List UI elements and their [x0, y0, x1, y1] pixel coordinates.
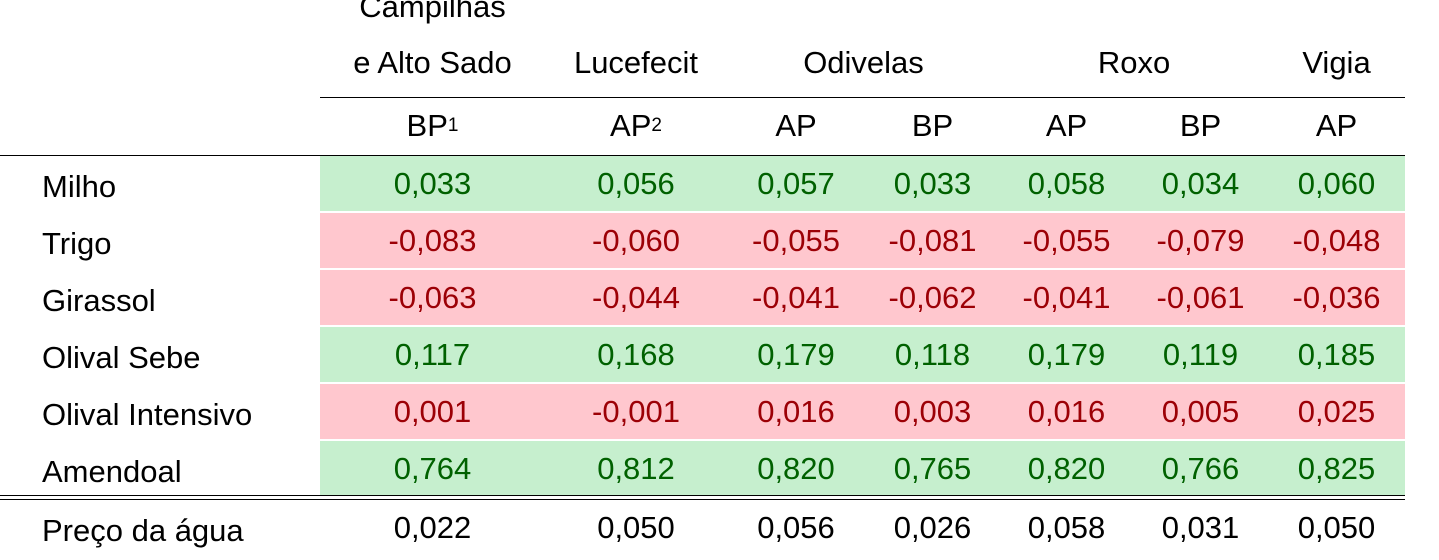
value-cell: 0,026 — [893, 509, 972, 545]
sub-header-text: BP — [1179, 108, 1222, 143]
header-rule — [320, 97, 1405, 98]
row-label: Olival Sebe — [42, 339, 201, 375]
value-cell: 0,056 — [757, 509, 835, 545]
value-cell: 0,031 — [1161, 509, 1240, 545]
value-cell: 0,820 — [1027, 450, 1106, 486]
value-cell: 0,050 — [597, 509, 675, 545]
value-cell: 0,058 — [1027, 509, 1106, 545]
total-rule — [0, 499, 1405, 500]
group-label: Odivelas — [803, 45, 924, 80]
group-header: Lucefecit — [545, 0, 727, 97]
row-label: Milho — [42, 168, 117, 204]
value-cell: 0,056 — [597, 165, 675, 201]
sub-header: AP — [1000, 97, 1133, 155]
value-cell: 0,005 — [1161, 393, 1240, 429]
value-cell: -0,079 — [1156, 222, 1245, 258]
value-cell: 0,033 — [893, 165, 972, 201]
value-cell: 0,812 — [597, 450, 675, 486]
value-cell: -0,060 — [592, 222, 680, 258]
value-cell: 0,820 — [757, 450, 835, 486]
value-cell: -0,041 — [752, 279, 840, 315]
group-label: Roxo — [1097, 45, 1171, 80]
value-cell: 0,168 — [597, 336, 675, 372]
sub-header-text: BP — [406, 108, 448, 143]
value-cell: 0,118 — [894, 336, 971, 372]
value-cell: -0,048 — [1292, 222, 1381, 258]
row-label: Amendoal — [42, 453, 182, 489]
value-cell: -0,063 — [388, 279, 477, 315]
value-cell: -0,061 — [1156, 279, 1245, 315]
group-header: Roxo — [1000, 0, 1268, 97]
value-cell: 0,057 — [757, 165, 835, 201]
value-cell: 0,050 — [1297, 509, 1376, 545]
group-label: Vigia — [1302, 45, 1371, 80]
sub-header-text: AP — [1315, 108, 1358, 143]
sub-header: AP 2 — [545, 97, 727, 155]
value-cell: -0,055 — [1022, 222, 1111, 258]
row-fill — [320, 270, 1405, 325]
value-cell: 0,179 — [757, 336, 835, 372]
value-cell: 0,117 — [394, 336, 471, 372]
row-label: Preço da água — [42, 512, 244, 548]
value-cell: 0,033 — [393, 165, 472, 201]
sub-header: BP 1 — [320, 97, 545, 155]
value-cell: -0,036 — [1292, 279, 1381, 315]
value-cell: -0,083 — [388, 222, 477, 258]
value-cell: -0,041 — [1022, 279, 1111, 315]
sub-header: AP — [1268, 97, 1405, 155]
sub-header: AP — [727, 97, 865, 155]
value-cell: 0,179 — [1027, 336, 1106, 372]
value-cell: 0,016 — [1027, 393, 1106, 429]
row-label: Olival Intensivo — [42, 396, 253, 432]
value-cell: 0,825 — [1297, 450, 1376, 486]
group-label: Campilhas e Alto Sado — [353, 0, 512, 80]
value-cell: 0,001 — [393, 393, 472, 429]
row-fill — [320, 213, 1405, 268]
value-cell: 0,003 — [893, 393, 972, 429]
footnote-mark: 1 — [447, 115, 459, 136]
row-fill — [320, 327, 1405, 382]
value-cell: 0,119 — [1162, 336, 1239, 372]
sub-header-text: AP — [1045, 108, 1088, 143]
group-header: Campilhas e Alto Sado — [320, 0, 545, 97]
value-cell: 0,766 — [1161, 450, 1240, 486]
group-header: Odivelas — [727, 0, 1000, 97]
value-cell: 0,016 — [757, 393, 835, 429]
value-cell: 0,034 — [1161, 165, 1240, 201]
row-fill — [320, 441, 1405, 496]
value-cell: 0,185 — [1297, 336, 1376, 372]
row-label: Trigo — [42, 225, 112, 261]
sub-header: BP — [1133, 97, 1268, 155]
value-cell: 0,765 — [893, 450, 972, 486]
value-cell: -0,044 — [592, 279, 680, 315]
sub-header: BP — [865, 97, 1000, 155]
group-label: Lucefecit — [573, 45, 699, 80]
row-fill — [320, 384, 1405, 439]
value-cell: 0,764 — [393, 450, 472, 486]
value-cell: 0,058 — [1027, 165, 1106, 201]
header-rule — [0, 155, 1405, 156]
value-cell: 0,022 — [393, 509, 472, 545]
value-cell: 0,060 — [1297, 165, 1376, 201]
value-cell: 0,025 — [1297, 393, 1376, 429]
group-header: Vigia — [1268, 0, 1405, 97]
footnote-mark: 2 — [651, 115, 662, 136]
row-fill — [320, 156, 1405, 211]
total-rule — [0, 495, 1405, 496]
sub-header-text: BP — [911, 108, 954, 143]
value-cell: -0,055 — [752, 222, 840, 258]
value-cell: -0,081 — [888, 222, 977, 258]
value-cell: -0,001 — [592, 393, 680, 429]
sub-header-text: AP — [610, 108, 652, 143]
sub-header-text: AP — [775, 108, 817, 143]
row-label: Girassol — [42, 282, 156, 318]
value-cell: -0,062 — [888, 279, 977, 315]
